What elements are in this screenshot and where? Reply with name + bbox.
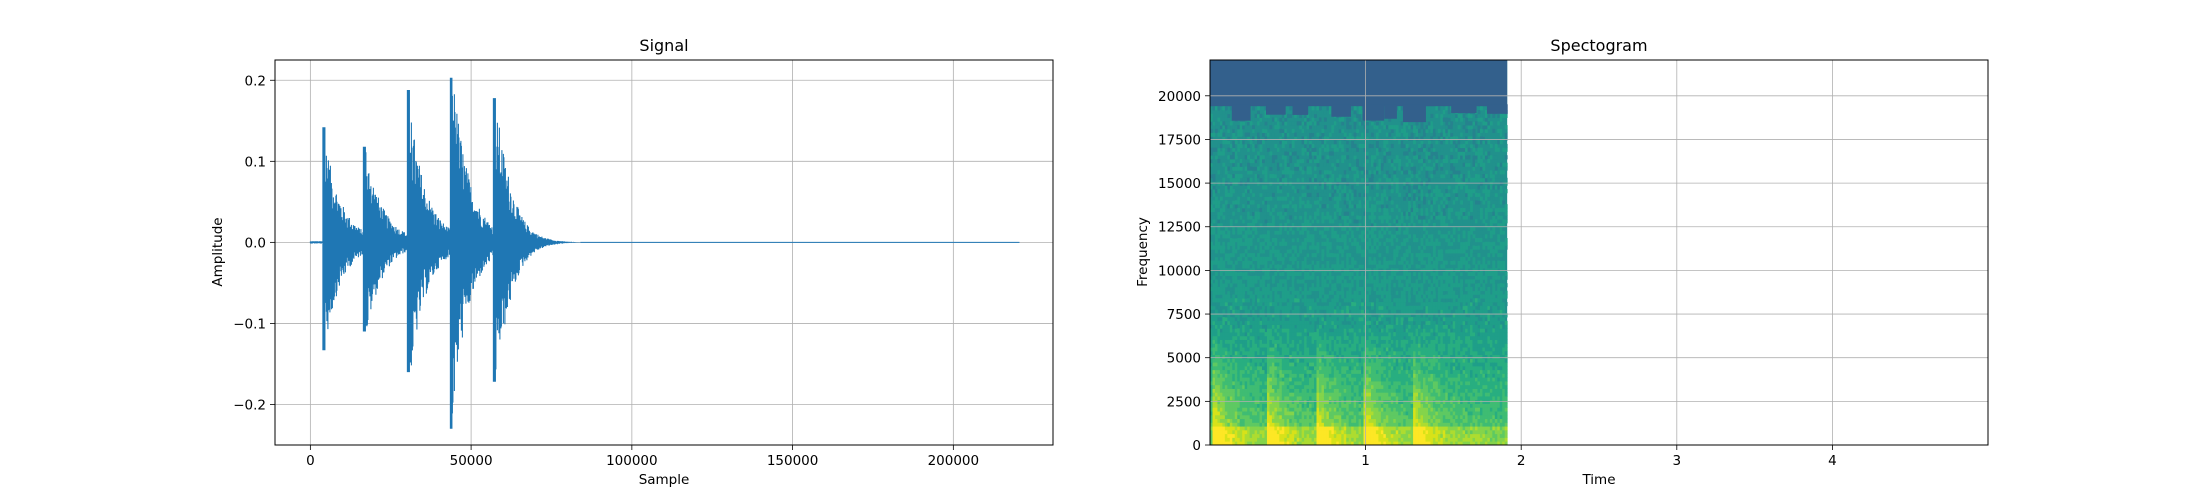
spectrogram-y-tick-label: 0	[1192, 438, 1201, 454]
signal-ticks: 0 50000 100000 150000 200000 −0.2 −0.1 0.0 0.1 0.…	[233, 73, 979, 469]
spectrogram-x-tick-label: 2	[1517, 453, 1526, 469]
spectrogram-band-notch	[1362, 104, 1385, 121]
signal-x-tick-label: 0	[306, 453, 315, 469]
spectrogram-x-tick-label: 1	[1361, 453, 1370, 469]
spectrogram-y-tick-label: 20000	[1158, 89, 1201, 105]
signal-grid	[275, 60, 1053, 445]
spectrogram-y-tick-label: 5000	[1167, 351, 1201, 367]
spectrogram-band-notch	[1292, 104, 1309, 115]
spectrogram-band-notch	[1486, 104, 1508, 114]
spectrogram-band-notch	[1384, 104, 1397, 119]
signal-xlabel: Sample	[639, 472, 690, 488]
spectrogram-band-notch	[1402, 104, 1426, 123]
spectrogram-y-tick-label: 2500	[1167, 394, 1201, 410]
spectrogram-axes-frame	[1209, 59, 1989, 446]
spectrogram-high-band	[1210, 60, 1508, 107]
spectrogram-ticks: 1 2 3 4 0 2500 5000 7500 10000 12500 15000 17500 200…	[1158, 89, 1837, 469]
signal-y-tick-label: 0.1	[245, 154, 266, 170]
signal-y-tick-label: −0.1	[233, 316, 266, 332]
signal-x-tick-label: 200000	[928, 453, 980, 469]
spectrogram-title: Spectogram	[1550, 36, 1647, 55]
signal-axes-frame	[274, 59, 1054, 446]
spectrogram-band-notch	[1451, 104, 1477, 114]
spectrogram-plot-area	[1210, 60, 1508, 445]
spectrogram-ylabel: Frequency	[1135, 217, 1151, 287]
signal-chart: Signal 0 50000 100000 150000 200000−0.2−0.10…	[210, 36, 1054, 488]
spectrogram-band-notch	[1266, 104, 1286, 115]
spectrogram-y-tick-label: 7500	[1167, 307, 1201, 323]
spectrogram-y-tick-label: 17500	[1158, 132, 1201, 148]
signal-y-tick-label: 0.0	[245, 235, 266, 251]
spectrogram-xlabel: Time	[1581, 472, 1615, 488]
signal-y-tick-label: 0.2	[245, 73, 266, 89]
spectrogram-x-tick-label: 3	[1673, 453, 1682, 469]
spectrogram-band-notch	[1231, 104, 1251, 121]
signal-waveform-line	[309, 77, 1020, 429]
spectrogram-chart: Spectogram 1 2 3 4 0 2500 5000 7500 10000 12500 15…	[1135, 36, 1989, 488]
signal-x-tick-label: 150000	[767, 453, 819, 469]
spectrogram-cells	[1210, 106, 1508, 445]
spectrogram-band-notch	[1331, 104, 1351, 117]
signal-x-tick-label: 100000	[606, 453, 658, 469]
spectrogram-y-tick-label: 12500	[1158, 220, 1201, 236]
spectrogram-x-tick-label: 4	[1828, 453, 1837, 469]
signal-y-tick-label: −0.2	[233, 397, 266, 413]
spectrogram-y-tick-label: 10000	[1158, 263, 1201, 279]
signal-plot-area	[309, 77, 1020, 429]
spectrogram-y-tick-label: 15000	[1158, 176, 1201, 192]
signal-title: Signal	[639, 36, 688, 55]
signal-ylabel: Amplitude	[210, 217, 226, 286]
signal-x-tick-label: 50000	[450, 453, 493, 469]
